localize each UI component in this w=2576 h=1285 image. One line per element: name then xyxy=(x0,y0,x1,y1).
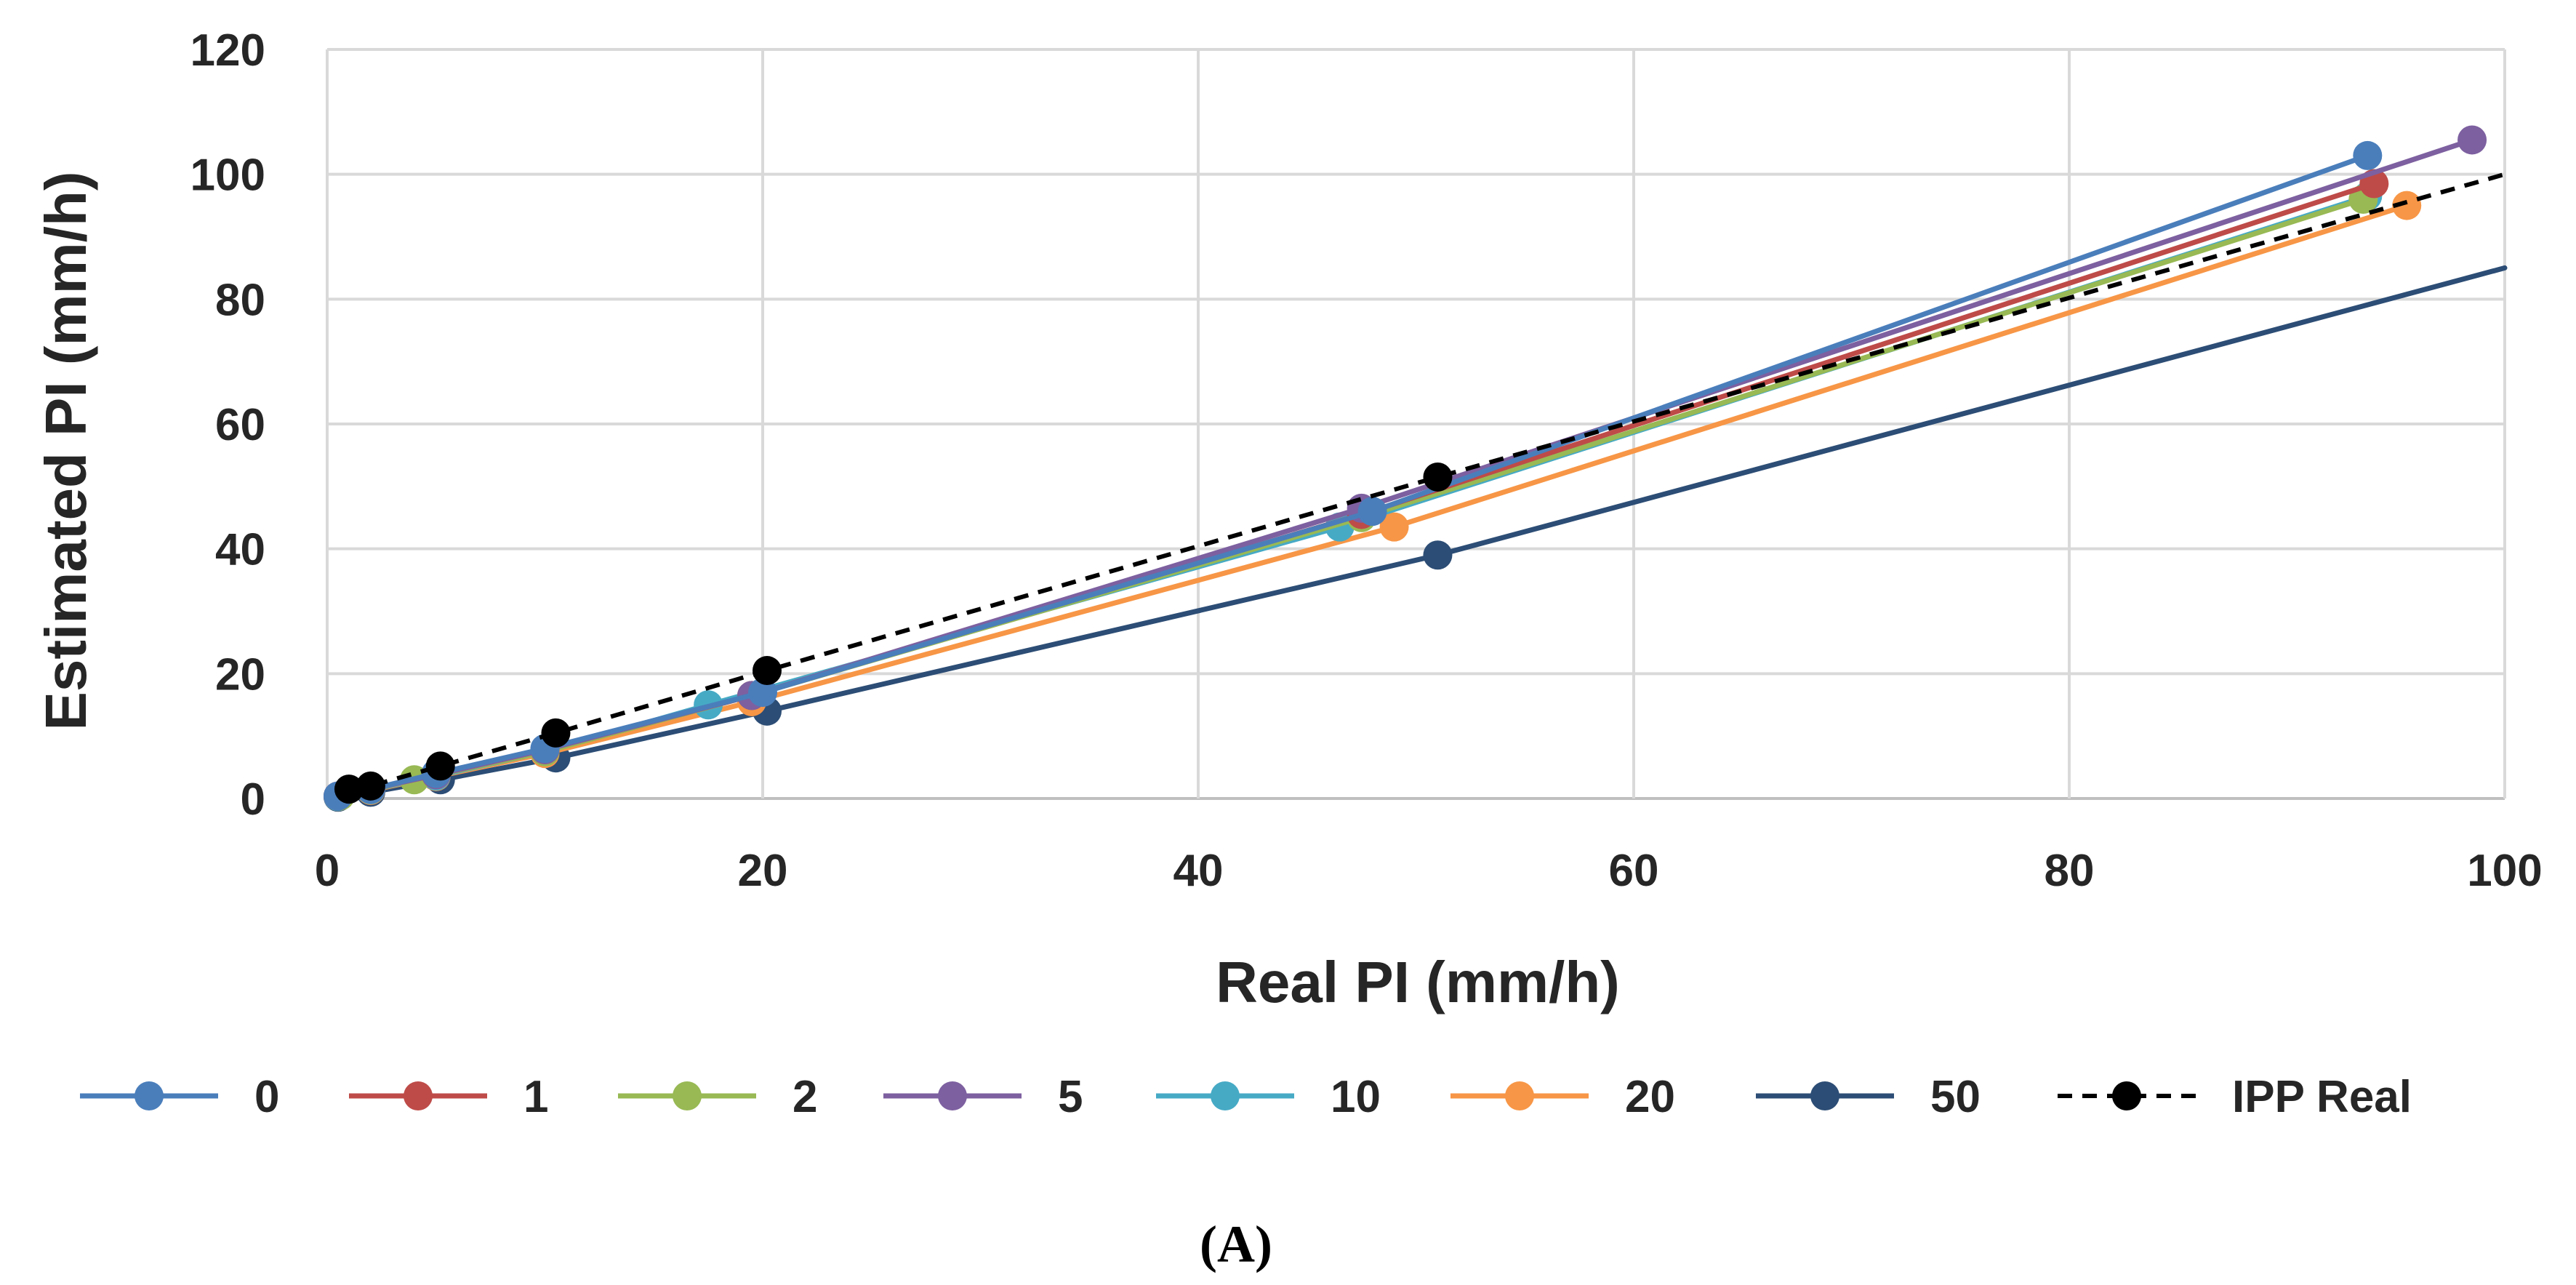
x-axis-ticks: 0 20 40 60 80 100 xyxy=(315,846,2543,896)
y-tick-label: 80 xyxy=(215,275,265,325)
series-ipp-real xyxy=(334,172,2505,804)
x-tick-label: 80 xyxy=(2045,846,2095,896)
legend-label: 0 xyxy=(254,1072,279,1122)
legend-item: 5 xyxy=(883,1072,1083,1122)
legend-swatch-marker xyxy=(2112,1081,2141,1110)
data-point xyxy=(1423,462,1453,492)
plot-area xyxy=(323,125,2508,812)
series-line xyxy=(335,137,2475,799)
y-tick-label: 100 xyxy=(190,151,265,201)
legend-swatch-marker xyxy=(404,1081,433,1110)
data-point xyxy=(1423,540,1453,570)
x-tick-label: 20 xyxy=(738,846,788,896)
y-tick-label: 60 xyxy=(215,400,265,450)
data-point xyxy=(541,718,571,748)
data-point xyxy=(356,771,385,801)
x-tick-label: 0 xyxy=(315,846,340,896)
legend-label: 20 xyxy=(1625,1072,1675,1122)
data-point xyxy=(334,774,364,804)
legend-label: 10 xyxy=(1331,1072,1381,1122)
legend-item: 1 xyxy=(349,1072,548,1122)
y-tick-label: 0 xyxy=(241,774,265,825)
series-1 xyxy=(323,169,2389,811)
legend-label: 1 xyxy=(523,1072,548,1122)
data-point xyxy=(1379,512,1409,542)
legend-swatch-marker xyxy=(1211,1081,1240,1110)
y-axis-ticks: 0 20 40 60 80 100 120 xyxy=(190,25,265,825)
data-point xyxy=(748,678,777,708)
series-line xyxy=(335,153,2370,799)
y-tick-label: 40 xyxy=(215,525,265,575)
series-10 xyxy=(323,181,2383,812)
x-tick-label: 40 xyxy=(1173,846,1224,896)
legend-item: 50 xyxy=(1756,1072,1981,1122)
legend-label: IPP Real xyxy=(2232,1072,2412,1122)
y-tick-label: 20 xyxy=(215,649,265,700)
legend-item: 20 xyxy=(1450,1072,1675,1122)
legend-swatch-marker xyxy=(673,1081,702,1110)
x-axis-title: Real PI (mm/h) xyxy=(1216,950,1620,1014)
legend-item: 10 xyxy=(1156,1072,1381,1122)
legend-swatch-marker xyxy=(1810,1081,1839,1110)
data-point xyxy=(752,656,782,686)
legend-label: 50 xyxy=(1930,1072,1981,1122)
series-0 xyxy=(323,140,2383,811)
data-point xyxy=(2392,191,2422,220)
y-tick-label: 120 xyxy=(190,25,265,76)
data-point xyxy=(2353,140,2383,170)
y-axis-title: Estimated PI (mm/h) xyxy=(33,171,98,730)
series-50 xyxy=(323,265,2508,812)
x-tick-label: 60 xyxy=(1609,846,1659,896)
data-point xyxy=(2457,125,2487,155)
data-point xyxy=(1357,497,1387,527)
legend: 0 1 2 5 10 20 50 IPP Real xyxy=(80,1072,2412,1122)
legend-item: IPP Real xyxy=(2058,1072,2412,1122)
data-point xyxy=(425,751,455,781)
legend-swatch-marker xyxy=(135,1081,164,1110)
legend-label: 5 xyxy=(1058,1072,1083,1122)
legend-swatch-marker xyxy=(938,1081,967,1110)
x-tick-label: 100 xyxy=(2467,846,2542,896)
figure-caption: (A) xyxy=(1200,1215,1272,1273)
legend-item: 2 xyxy=(618,1072,817,1122)
gridlines xyxy=(326,48,2506,800)
legend-swatch-marker xyxy=(1505,1081,1534,1110)
legend-item: 0 xyxy=(80,1072,279,1122)
legend-label: 2 xyxy=(793,1072,817,1122)
